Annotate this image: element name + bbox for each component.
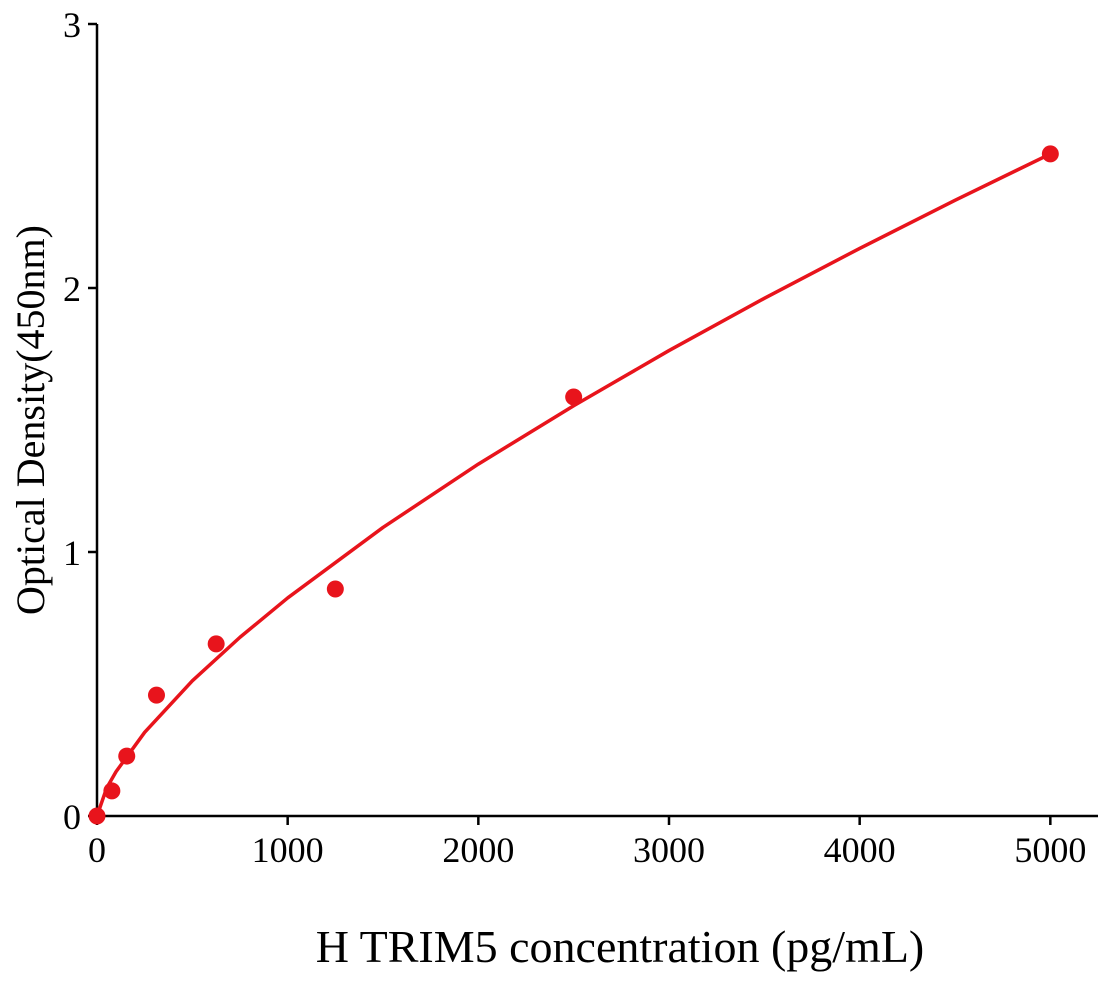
fit-curve: [95, 152, 1052, 817]
data-point: [207, 635, 225, 653]
y-tick-label: 3: [63, 5, 81, 45]
data-point: [326, 580, 344, 598]
y-tick-label: 1: [63, 533, 81, 573]
x-tick-label: 0: [88, 830, 106, 870]
x-tick-label: 4000: [824, 830, 896, 870]
y-tick-label: 2: [63, 269, 81, 309]
x-axis-label: H TRIM5 concentration (pg/mL): [316, 921, 925, 972]
data-point: [1041, 145, 1059, 163]
data-point: [118, 747, 136, 765]
y-axis-label: Optical Density(450nm): [8, 225, 53, 615]
data-point: [88, 807, 106, 825]
data-point: [147, 686, 165, 704]
x-tick-label: 3000: [633, 830, 705, 870]
data-point: [565, 388, 583, 406]
x-tick-label: 1000: [252, 830, 324, 870]
x-tick-label: 2000: [442, 830, 514, 870]
data-point: [103, 782, 121, 800]
y-tick-label: 0: [63, 797, 81, 837]
x-tick-label: 5000: [1014, 830, 1086, 870]
